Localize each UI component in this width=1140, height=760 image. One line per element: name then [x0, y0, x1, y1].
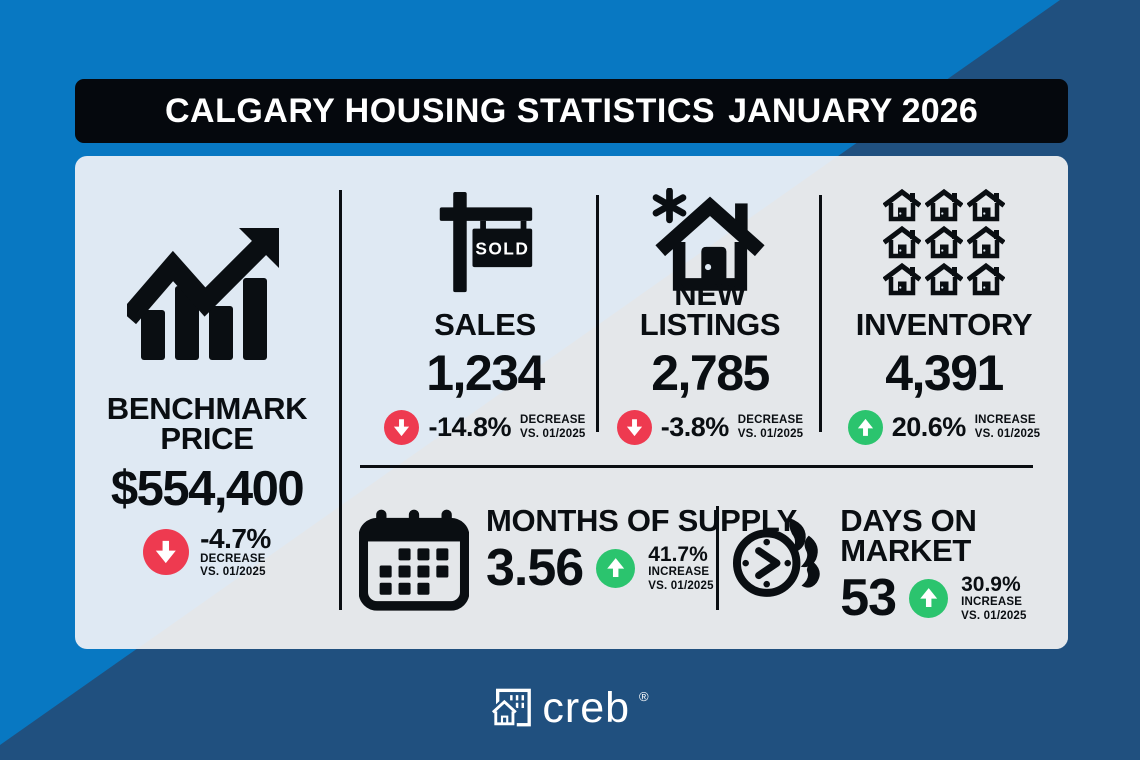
house-icon: [925, 262, 963, 296]
house-grid-icon: [883, 188, 1005, 296]
sales-change: -14.8% DECREASE VS. 01/2025: [384, 410, 585, 445]
new-home-icon: [652, 188, 765, 291]
benchmark-price-section: BENCHMARK PRICE $554,400 -4.7% DECREASE …: [75, 156, 339, 580]
creb-logo: creb ®: [0, 684, 1140, 732]
down-arrow-badge: [616, 410, 652, 445]
down-arrow-badge: [384, 410, 420, 445]
calendar-icon: [359, 509, 469, 611]
page-title-text: CALGARY HOUSING STATISTICS: [164, 91, 716, 130]
months-of-supply-section: MONTHS OF SUPPLY 3.56 41.7% INCREASE VS.…: [359, 503, 797, 616]
house-icon: [883, 225, 921, 259]
sales-value: 1,234: [426, 345, 545, 401]
house-icon: [967, 225, 1005, 259]
stats-card: BENCHMARK PRICE $554,400 -4.7% DECREASE …: [75, 156, 1068, 649]
sold-sign-text: SOLD: [475, 239, 529, 259]
creb-logo-text: creb: [542, 684, 631, 732]
sales-change-label: DECREASE: [520, 413, 586, 426]
page-title: CALGARY HOUSING STATISTICS JANUARY 2026: [165, 92, 978, 131]
days-on-market-title: DAYS ON MARKET: [840, 503, 977, 569]
new-listings-title: NEW LISTINGS: [639, 276, 781, 342]
divider: [360, 465, 1033, 468]
benchmark-change-value: -4.7%: [200, 522, 271, 554]
house-icon: [883, 188, 921, 222]
registered-mark: ®: [639, 689, 649, 704]
benchmark-change-label: DECREASE: [200, 552, 266, 565]
house-icon: [925, 188, 963, 222]
house-icon: [925, 225, 963, 259]
days-on-market-section: DAYS ON MARKET 53 30.9% INCREASE VS. 01/…: [729, 503, 1068, 624]
divider: [339, 190, 342, 610]
inventory-change-value: 20.6%: [891, 412, 967, 442]
inventory-value: 4,391: [885, 345, 1004, 401]
days-on-market-change: 30.9% INCREASE VS. 01/2025: [961, 573, 1027, 622]
inventory-section: INVENTORY 4,391 20.6% INCREASE VS. 01/20…: [831, 192, 1057, 445]
benchmark-change-vs: VS. 01/2025: [200, 566, 266, 579]
creb-logo-icon: [491, 688, 532, 728]
inventory-change-label: INCREASE: [974, 413, 1036, 426]
new-listings-change-value: -3.8%: [660, 412, 730, 442]
new-listings-change-vs: VS. 01/2025: [737, 427, 804, 440]
sales-section: SOLD SALES 1,234 -14.8% DECREASE VS. 01/…: [375, 192, 595, 445]
new-listings-value: 2,785: [651, 345, 770, 401]
page-title-month: JANUARY 2026: [728, 91, 979, 130]
up-arrow-badge: [596, 548, 636, 588]
months-of-supply-change: 41.7% INCREASE VS. 01/2025: [648, 542, 714, 592]
house-icon: [883, 262, 921, 296]
inventory-title: INVENTORY: [855, 306, 1033, 342]
benchmark-value: $554,400: [110, 461, 305, 516]
sales-change-value: -14.8%: [428, 412, 512, 442]
sales-change-vs: VS. 01/2025: [520, 427, 586, 440]
new-listings-change-label: DECREASE: [737, 413, 804, 426]
down-arrow-badge: [143, 529, 190, 576]
inventory-change: 20.6% INCREASE VS. 01/2025: [847, 410, 1041, 445]
bar-chart-up-icon: [127, 228, 279, 360]
house-icon: [967, 188, 1005, 222]
divider: [716, 506, 719, 610]
clock-flame-icon: [732, 518, 820, 597]
benchmark-title: BENCHMARK PRICE: [106, 391, 308, 456]
sales-title: SALES: [434, 306, 536, 342]
months-of-supply-value: 3.56: [486, 539, 584, 598]
months-of-supply-title: MONTHS OF SUPPLY: [486, 503, 798, 538]
divider: [819, 195, 822, 432]
inventory-change-vs: VS. 01/2025: [974, 427, 1041, 440]
up-arrow-badge: [847, 410, 883, 445]
sold-sign-icon: SOLD: [439, 192, 533, 293]
up-arrow-badge: [909, 578, 949, 618]
divider: [596, 195, 599, 432]
house-icon: [967, 262, 1005, 296]
title-bar: CALGARY HOUSING STATISTICS JANUARY 2026: [75, 79, 1068, 143]
days-on-market-value: 53: [840, 569, 897, 628]
new-listings-change: -3.8% DECREASE VS. 01/2025: [616, 410, 804, 445]
new-listings-section: NEW LISTINGS 2,785 -3.8% DECREASE VS. 01…: [600, 188, 820, 445]
benchmark-change: -4.7% DECREASE VS. 01/2025: [143, 522, 271, 580]
